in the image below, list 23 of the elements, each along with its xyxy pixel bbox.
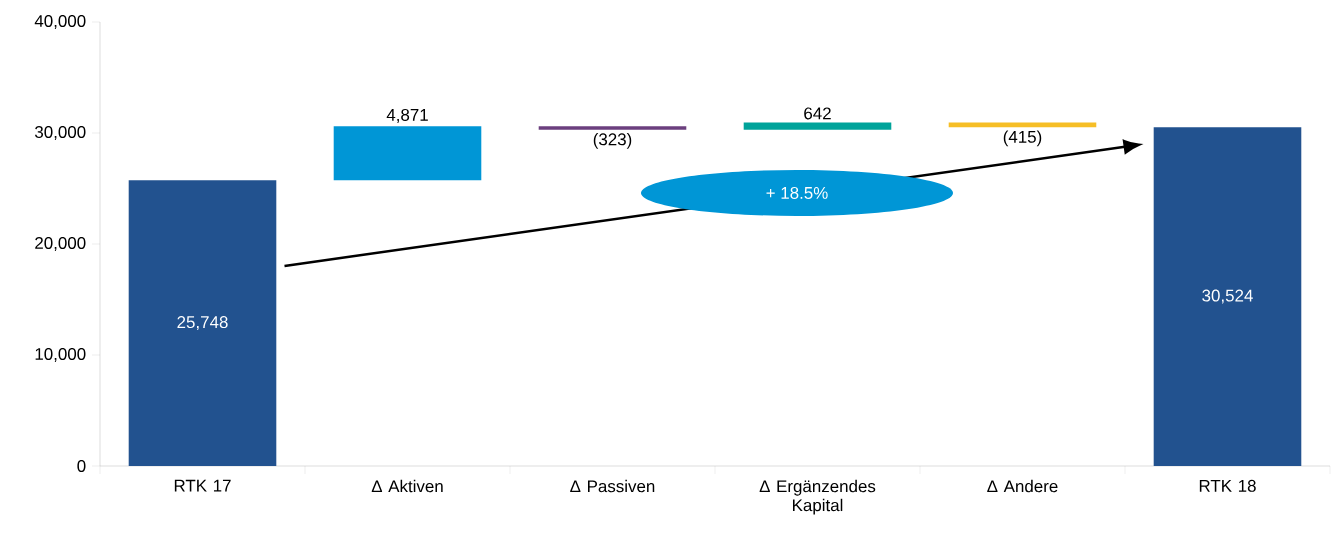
bar (1153, 127, 1302, 466)
x-tick-label: Δ Passiven (570, 479, 655, 493)
data-label: (415) (1003, 130, 1042, 147)
x-tick-label: RTK 17 (174, 479, 231, 492)
data-label: 25,748 (177, 316, 228, 331)
bar (743, 122, 892, 130)
bar (333, 126, 482, 181)
annotation: + 18.5% (766, 186, 828, 199)
y-tick-label: 30,000 (34, 126, 86, 140)
data-label: 4,871 (386, 108, 428, 123)
data-label: 642 (804, 107, 831, 120)
bar (128, 180, 277, 466)
x-tick-label: Δ Andere (987, 479, 1058, 493)
y-tick-label: 20,000 (35, 237, 86, 251)
bar (538, 126, 687, 130)
x-tick-label: Δ Ergänzendes Kapital (759, 479, 876, 515)
x-tick-label: RTK 18 (1199, 479, 1256, 492)
data-label: (323) (593, 132, 632, 149)
x-tick-label: Δ Aktiven (371, 479, 443, 493)
y-tick-label: 10,000 (35, 348, 86, 362)
data-label: 30,524 (1202, 289, 1253, 304)
y-tick-label: 40,000 (34, 15, 86, 29)
y-tick-label: 0 (77, 460, 86, 472)
